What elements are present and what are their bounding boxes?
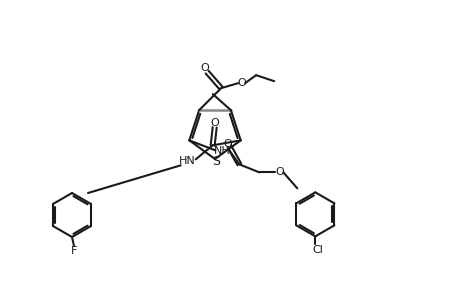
Text: O: O [200, 63, 209, 73]
Text: O: O [237, 78, 246, 88]
Text: NH: NH [213, 146, 230, 156]
Text: O: O [223, 139, 231, 149]
Text: O: O [274, 167, 283, 177]
Text: S: S [212, 154, 219, 167]
Text: O: O [210, 118, 218, 128]
Text: Cl: Cl [311, 245, 322, 255]
Text: F: F [71, 246, 77, 256]
Text: HN: HN [179, 156, 196, 166]
